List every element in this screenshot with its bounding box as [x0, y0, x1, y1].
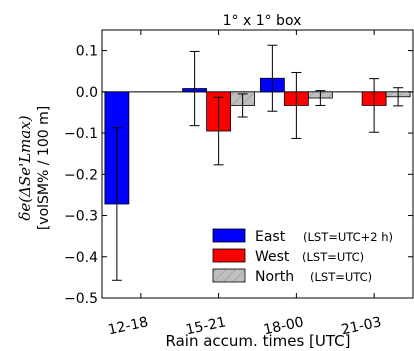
y-axis-title: δe(ΔSe'Lmax) [volSM% / 100 m] — [16, 106, 52, 230]
y-tick-label: 0.1 — [76, 44, 98, 60]
y-axis-title-sub: [volSM% / 100 m] — [36, 106, 52, 230]
y-tick-label: 0.0 — [76, 85, 98, 101]
legend-note-west: (LST=UTC) — [302, 250, 364, 264]
plot-frame — [101, 29, 414, 299]
legend-note-east: (LST=UTC+2 h) — [303, 230, 393, 244]
legend-label-east: East — [255, 229, 286, 245]
y-axis-title-main: δe(ΔSe'Lmax) — [16, 115, 34, 220]
legend: East (LST=UTC+2 h) West (LST=UTC) North (LST=… — [212, 228, 393, 285]
y-tick-label: −0.4 — [64, 250, 98, 266]
chart-title: 1° x 1° box — [223, 13, 302, 29]
y-tick-label: −0.3 — [64, 209, 98, 225]
legend-swatch-north — [212, 268, 246, 283]
x-tick-label: 12-18 — [107, 314, 150, 338]
legend-swatch-west — [212, 248, 246, 263]
legend-label-north: North — [255, 269, 294, 285]
legend-label-west: West — [255, 249, 290, 265]
y-tick-label: −0.2 — [64, 167, 98, 183]
y-tick-label: −0.1 — [64, 126, 98, 142]
legend-note-north: (LST=UTC) — [310, 270, 372, 284]
x-axis-title: Rain accum. times [UTC] — [166, 332, 351, 350]
legend-swatch-east — [212, 228, 246, 243]
plot-area — [102, 44, 413, 281]
y-tick-label: −0.5 — [64, 291, 98, 307]
